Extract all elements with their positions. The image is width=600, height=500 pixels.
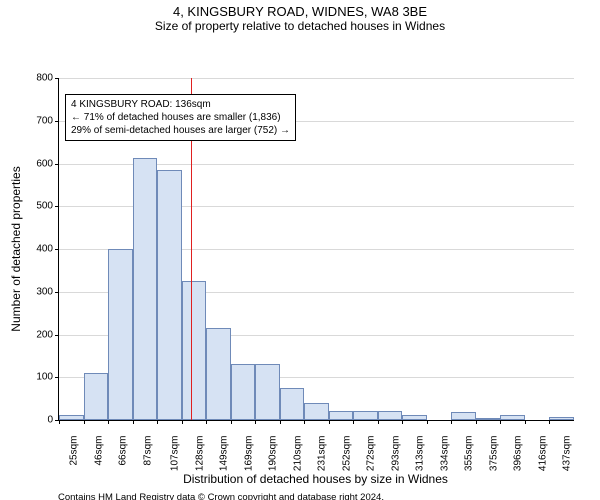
footer-line-1: Contains HM Land Registry data © Crown c…	[58, 492, 421, 500]
annotation-line-3: 29% of semi-detached houses are larger (…	[71, 124, 290, 137]
xtick-mark	[108, 420, 109, 424]
xtick-mark	[157, 420, 158, 424]
xtick-mark	[59, 420, 60, 424]
annotation-box: 4 KINGSBURY ROAD: 136sqm ← 71% of detach…	[65, 94, 296, 141]
histogram-bar	[59, 415, 84, 420]
xtick-mark	[402, 420, 403, 424]
xtick-mark	[206, 420, 207, 424]
xtick-label: 46sqm	[93, 436, 104, 466]
xtick-label: 313sqm	[415, 436, 426, 472]
xtick-label: 334sqm	[439, 436, 450, 472]
xtick-mark	[329, 420, 330, 424]
xtick-mark	[304, 420, 305, 424]
xtick-label: 231sqm	[317, 436, 328, 472]
page-title: 4, KINGSBURY ROAD, WIDNES, WA8 3BE	[0, 0, 600, 19]
xtick-mark	[549, 420, 550, 424]
histogram-bar	[255, 364, 280, 420]
ytick-label: 600	[36, 158, 59, 169]
histogram-bar	[378, 411, 403, 420]
histogram-bar	[353, 411, 378, 420]
ytick-label: 300	[36, 286, 59, 297]
ytick-label: 500	[36, 201, 59, 212]
xtick-label: 149sqm	[218, 436, 229, 472]
xtick-mark	[182, 420, 183, 424]
histogram-bar	[549, 417, 574, 420]
xtick-label: 437sqm	[562, 436, 573, 472]
ytick-label: 0	[47, 415, 59, 426]
xtick-label: 128sqm	[194, 436, 205, 472]
histogram-bar	[451, 412, 476, 420]
page-subtitle: Size of property relative to detached ho…	[0, 19, 600, 36]
histogram-bar	[133, 158, 158, 420]
xtick-label: 416sqm	[537, 436, 548, 472]
ytick-label: 100	[36, 372, 59, 383]
gridline	[59, 78, 574, 79]
xtick-mark	[353, 420, 354, 424]
xtick-mark	[427, 420, 428, 424]
plot-area: 010020030040050060070080025sqm46sqm66sqm…	[58, 78, 574, 421]
histogram-bar	[84, 373, 109, 420]
histogram-bar	[157, 170, 182, 420]
xtick-mark	[378, 420, 379, 424]
xtick-mark	[255, 420, 256, 424]
histogram-bar	[108, 249, 133, 420]
xtick-mark	[500, 420, 501, 424]
histogram-bar	[476, 418, 501, 420]
histogram-bar	[304, 403, 329, 420]
xtick-mark	[84, 420, 85, 424]
xtick-label: 210sqm	[292, 436, 303, 472]
xtick-label: 190sqm	[267, 436, 278, 472]
histogram-bar	[500, 415, 525, 420]
xtick-mark	[451, 420, 452, 424]
annotation-line-1: 4 KINGSBURY ROAD: 136sqm	[71, 98, 290, 111]
ytick-label: 200	[36, 329, 59, 340]
histogram-bar	[231, 364, 256, 420]
xtick-mark	[280, 420, 281, 424]
xtick-label: 66sqm	[118, 436, 129, 466]
xtick-label: 87sqm	[142, 436, 153, 466]
histogram-bar	[206, 328, 231, 420]
xtick-label: 375sqm	[488, 436, 499, 472]
xtick-mark	[231, 420, 232, 424]
histogram-bar	[402, 415, 427, 420]
xtick-label: 293sqm	[390, 436, 401, 472]
footer-text: Contains HM Land Registry data © Crown c…	[58, 492, 421, 500]
xtick-label: 355sqm	[464, 436, 475, 472]
xtick-label: 107sqm	[169, 436, 180, 472]
ytick-label: 700	[36, 115, 59, 126]
xtick-label: 396sqm	[513, 436, 524, 472]
y-axis-label: Number of detached properties	[9, 166, 23, 331]
annotation-line-2: ← 71% of detached houses are smaller (1,…	[71, 111, 290, 124]
xtick-label: 25sqm	[69, 436, 80, 466]
xtick-label: 272sqm	[366, 436, 377, 472]
ytick-label: 400	[36, 244, 59, 255]
x-axis-label: Distribution of detached houses by size …	[183, 472, 448, 486]
histogram-bar	[182, 281, 207, 420]
xtick-mark	[133, 420, 134, 424]
xtick-label: 252sqm	[341, 436, 352, 472]
xtick-label: 169sqm	[243, 436, 254, 472]
ytick-label: 800	[36, 73, 59, 84]
xtick-mark	[476, 420, 477, 424]
histogram-bar	[280, 388, 305, 420]
xtick-mark	[525, 420, 526, 424]
histogram-bar	[329, 411, 354, 420]
